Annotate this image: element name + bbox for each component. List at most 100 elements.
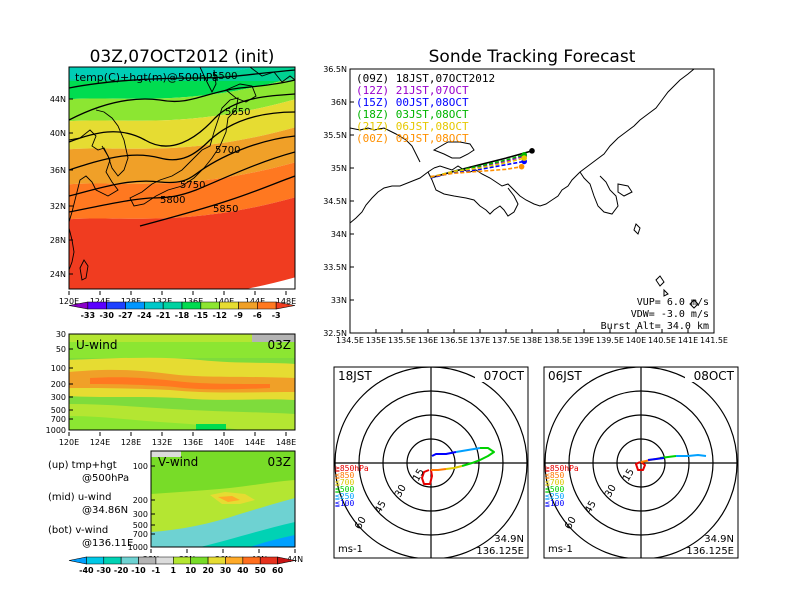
colorbar-label: 30 xyxy=(220,566,232,575)
burst-point xyxy=(529,148,535,154)
colorbar-label: -9 xyxy=(234,311,243,320)
level-3: ≦700 xyxy=(545,478,564,487)
lon-tick-label: 132E xyxy=(152,297,172,306)
v-wind-frame xyxy=(150,450,296,548)
lon-tick-label: 140E xyxy=(626,336,646,345)
lon-tick-label: 135E xyxy=(366,336,386,345)
lon-tick-label: 148E xyxy=(276,438,296,447)
trajectory-series-line xyxy=(430,165,522,178)
colorbar-label: -24 xyxy=(137,311,152,320)
pressure-tick-label: 50 xyxy=(56,345,66,354)
legend-entry: (00Z) 09JST,08OCT xyxy=(356,132,469,145)
param-vdw: VDW= -3.0 m/s xyxy=(631,309,709,320)
level-5: ≦250 xyxy=(335,492,354,501)
pressure-tick-label: 700 xyxy=(51,415,66,424)
level-3: ≦700 xyxy=(335,478,354,487)
lon-tick-label: 141.5E xyxy=(700,336,728,345)
colorbar-label: -6 xyxy=(253,311,262,320)
colorbar-swatch xyxy=(181,301,202,310)
level-4: ≦500 xyxy=(335,485,354,494)
hodograph-2-frame xyxy=(543,366,739,559)
wind-colorbar: -40 -30 -20 -10 -1 1 10 20 30 40 50 60 xyxy=(68,556,296,575)
colorbar-swatch xyxy=(86,556,105,565)
trajectory-title: Sonde Tracking Forecast xyxy=(429,47,636,67)
hodograph-2-left-label: 06JST xyxy=(548,369,582,383)
param-burst-alt: Burst Alt= 34.0 km xyxy=(601,321,709,332)
v-wind-time: 03Z xyxy=(268,455,292,469)
trajectory-series-line xyxy=(430,160,525,179)
trajectory-lines xyxy=(430,148,535,179)
colorbar-label: -40 xyxy=(79,566,94,575)
trajectory-series-line xyxy=(430,150,533,179)
legend-entry: (18Z) 03JST,08OCT xyxy=(356,108,469,121)
pressure-tick-label: 1000 xyxy=(46,426,66,435)
lon-tick-label: 140E xyxy=(214,438,234,447)
legend-entry: (15Z) 00JST,08OCT xyxy=(356,96,469,109)
colorbar-swatch xyxy=(155,556,174,565)
lat-tick-label: 34.5N xyxy=(323,197,347,206)
temperature-band xyxy=(69,67,295,81)
contour-label-5700: 5700 xyxy=(215,145,240,156)
lon-tick-label: 138E xyxy=(522,336,542,345)
colorbar-swatch xyxy=(207,556,226,565)
ring-label-30: 30 xyxy=(393,483,409,500)
hodograph-18jst: 18JST 07OCT 15 30 45 60 ≧850hPa ≦850 ≦70… xyxy=(333,366,529,559)
pressure-tick-label: 1000 xyxy=(128,543,148,552)
colorbar-swatch xyxy=(238,301,258,310)
note-up-1: (up) tmp+hgt xyxy=(48,460,117,471)
level-4: ≦500 xyxy=(545,485,564,494)
ring-label-45: 45 xyxy=(583,499,599,516)
legend-entry: (12Z) 21JST,07OCT xyxy=(356,84,469,97)
ring-label-45: 45 xyxy=(373,499,389,516)
lat-tick-label: 36N xyxy=(50,166,66,175)
lon-tick-label: 137E xyxy=(470,336,490,345)
colorbar-swatch xyxy=(219,301,239,310)
sonde-parameters: VUP= 6.0 m/s VDW= -3.0 m/s Burst Alt= 34… xyxy=(601,297,709,332)
lon-tick-label: 120E xyxy=(59,297,79,306)
lon-tick-label: 144E xyxy=(245,297,265,306)
hodograph-2-trace xyxy=(635,454,707,471)
colorbar-label: -12 xyxy=(212,311,226,320)
colorbar-swatch xyxy=(275,301,296,310)
lat-tick-label: 28N xyxy=(50,236,66,245)
temperature-field xyxy=(69,67,295,289)
colorbar-swatch xyxy=(257,301,277,310)
lon-tick-label: 138.5E xyxy=(544,336,572,345)
ring-label-60: 60 xyxy=(353,515,369,532)
temperature-colorbar: -33 -30 -27 -24 -21 -18 -15 -12 -9 -6 -3 xyxy=(68,301,296,320)
colorbar-swatch xyxy=(87,301,107,310)
trajectory-lat-ticks: 32.5N 33N 33.5N 34N 34.5N 35N 35.5N 36N 36.5N xyxy=(323,65,354,338)
map-coastlines xyxy=(69,67,295,281)
lon-tick-label: 124E xyxy=(90,297,110,306)
pressure-tick-label: 200 xyxy=(133,496,148,505)
level-5: ≦250 xyxy=(545,492,564,501)
colorbar-swatch xyxy=(190,556,209,565)
lon-tick-label: 140E xyxy=(214,297,234,306)
contour-label-5850: 5850 xyxy=(213,204,238,215)
level-2: ≦850 xyxy=(545,471,564,480)
burst-point xyxy=(518,163,525,170)
lat-tick-label: 36.5N xyxy=(323,65,347,74)
lat-tick-label: 24N xyxy=(50,270,66,279)
contour-label-5750: 5750 xyxy=(180,180,205,191)
colorbar-label: -30 xyxy=(97,566,112,575)
lon-tick-label: 141E xyxy=(678,336,698,345)
ring-label-15: 15 xyxy=(621,467,637,484)
hodograph-2-unit: ms-1 xyxy=(548,544,573,555)
colorbar-label: 1 xyxy=(171,566,177,575)
colorbar-label: -3 xyxy=(272,311,281,320)
level-1: ≧850hPa xyxy=(335,464,369,473)
note-mid-2: @34.86N xyxy=(82,505,128,516)
colorbar-swatch xyxy=(162,301,183,310)
note-mid-1: (mid) u-wind xyxy=(48,492,111,503)
lat-tick-label: 34N xyxy=(331,230,347,239)
hodograph-1-right-label: 07OCT xyxy=(484,369,525,383)
trajectory-series-line xyxy=(430,154,525,179)
lat-tick-label: 44N xyxy=(50,95,66,104)
lon-tick-label: 120E xyxy=(59,438,79,447)
hodograph-2-lon: 136.125E xyxy=(686,546,734,557)
legend-entry: (21Z) 06JST,08OCT xyxy=(356,120,469,133)
colorbar-swatch xyxy=(125,301,145,310)
